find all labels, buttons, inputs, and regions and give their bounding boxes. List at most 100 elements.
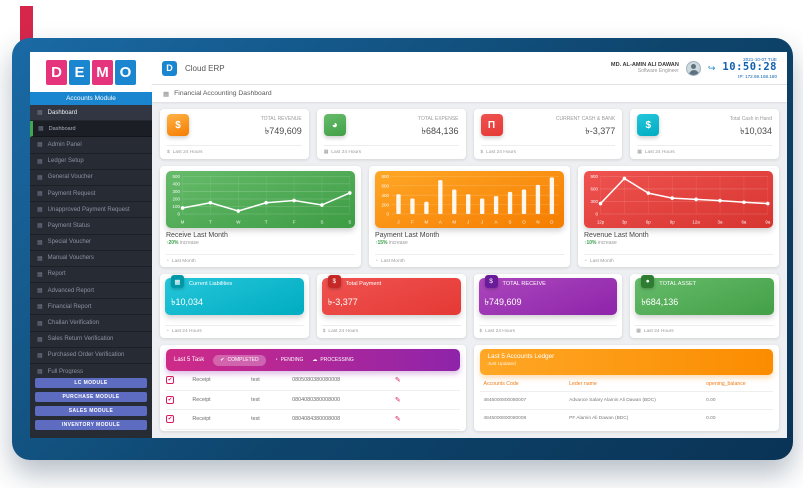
sidebar-item-payment-status[interactable]: ▦ Payment Status [30,218,152,235]
sidebar-item-special-voucher[interactable]: ▦ Special Voucher [30,235,152,251]
stat-value: ৳684,136 [421,125,459,136]
metric-tile: ▦ Current Liabilities ৳10,034 [165,275,304,315]
sidebar-item-full-progress[interactable]: ▦ Full Progress [30,364,152,374]
svg-text:S: S [348,220,351,225]
footer-icon: $ [479,329,483,334]
sidebar-item-dashboard[interactable]: ▦ Dashboard [30,121,152,138]
sidebar-item-advanced-report[interactable]: ▦ Advanced Report [30,283,152,300]
ledger-panel-header: Last 5 Accounts Ledger Just Updated [479,349,773,375]
task-checkbox[interactable]: ✔ [166,395,174,404]
sidebar-item-label: Payment Status [47,222,91,229]
metric-card-total-payment: $ Total Payment ৳-3,377 $ Last 24 Hours [316,274,466,338]
total-receive-icon: $ [484,275,498,288]
edit-pencil-icon[interactable]: ✎ [394,416,401,424]
metric-card-current-liabilities: ▦ Current Liabilities ৳10,034 ◔ Last 24 H… [160,274,309,338]
sidebar-item-dashboard[interactable]: ▦ Dashboard [30,105,152,122]
ledger-row: 4845000800080007 Advance Salary Alamin A… [479,391,773,409]
svg-text:0: 0 [595,212,598,217]
sidebar-item-payment-request[interactable]: ▦ Payment Request [30,186,152,203]
chart-subtitle: ↑20% increase [166,240,199,246]
svg-text:9a: 9a [765,220,770,225]
edit-pencil-icon[interactable]: ✎ [394,377,401,385]
current-cash-bank-icon: Π [480,114,503,136]
task-ref: test [251,377,260,384]
task-tab-processing[interactable]: ☁ PROCESSING [312,357,354,363]
metric-card-total-receive: $ TOTAL RECEIVE ৳749,609 $ Last 24 Hours [473,274,623,338]
ledger-name: PF Alamin Ali Dawan (BDC) [569,416,629,421]
metric-tile: ● TOTAL ASSET ৳684,136 [635,275,774,315]
svg-text:800: 800 [382,174,390,179]
logout-icon[interactable]: ↪ [707,62,716,73]
footer-icon: ▦ [637,150,642,155]
ledger-code: 4845000800080008 [483,416,527,421]
ledger-panel-title: Last 5 Accounts Ledger [487,353,555,360]
chart-card-revenue-last-month: 900 600 300 0 12p 3p 6p 9p 12a 3a 6a 9a Revenue Las… [578,166,779,267]
svg-text:6a: 6a [741,220,746,225]
sidebar-item-purchased-order-verification[interactable]: ▦ Purchased Order Verification [30,348,152,364]
page-title: Financial Accounting Dashboard [174,90,272,97]
task-number: 0804080380008000 [292,396,341,403]
metric-tile: $ Total Payment ৳-3,377 [321,275,461,315]
sidebar-item-admin-panel[interactable]: ▦ Admin Panel [30,137,152,154]
svg-text:J: J [481,220,483,225]
task-number: 0805080380080008 [292,377,341,384]
avatar[interactable] [685,60,701,76]
pending-icon: ◔ [274,357,278,363]
sidebar-item-unapproved-payment-request[interactable]: ▦ Unapproved Payment Request [30,202,152,219]
sidebar-item-financial-report[interactable]: ▦ Financial Report [30,299,152,316]
clock-block: 2021-10-07 TUE 10:50:28 IP: 172.69.168.1… [722,57,777,79]
svg-text:A: A [495,220,498,225]
clock-icon: ◔ [584,258,587,264]
completed-icon: ✔ [220,357,225,363]
ledger-col-opening-balance: opening_balance [706,381,746,387]
module-button-purchase-module[interactable]: PURCHASE MODULE [35,391,147,402]
svg-text:9p: 9p [670,220,675,225]
sidebar-item-label: Dashboard [47,109,78,116]
module-button-inventory-module[interactable]: INVENTORY MODULE [35,419,147,430]
stat-value: ৳10,034 [739,125,772,136]
svg-text:12a: 12a [692,220,700,225]
metric-title: Current Liabilities [189,281,233,287]
edit-pencil-icon[interactable]: ✎ [394,396,401,404]
menu-item-icon: ▦ [37,271,43,278]
stat-footer: $ Last 24 Hours [480,150,517,155]
svg-text:M: M [425,220,429,225]
svg-text:W: W [236,220,241,225]
chart-title: Payment Last Month [375,232,440,239]
task-type: Receipt [192,396,211,403]
task-checkbox[interactable]: ✔ [166,376,174,385]
metric-tile: $ TOTAL RECEIVE ৳749,609 [478,275,618,315]
sidebar-item-manual-vouchers[interactable]: ▦ Manual Vouchers [30,251,152,267]
sidebar-item-general-voucher[interactable]: ▦ General Voucher [30,170,152,186]
svg-text:S: S [320,220,323,225]
task-checkbox[interactable]: ✔ [166,415,174,424]
menu-item-icon: ▦ [37,223,43,230]
sidebar-item-label: Dashboard [48,125,76,132]
metric-value: ৳749,609 [484,297,522,307]
sidebar-item-sales-return-verification[interactable]: ▦ Sales Return Verification [30,332,152,348]
menu-item-icon: ▦ [37,352,43,359]
menu-item-icon: ▦ [37,110,43,117]
module-button-lc-module[interactable]: LC MODULE [35,377,147,388]
footer-icon: ▦ [636,329,641,334]
bar-chart: 800 600 400 200 0 J F M A M J J A S O N D [375,171,564,228]
stat-card-current-cash-bank: Π CURRENT CASH & BANK ৳-3,377 $ Last 24 H… [473,109,623,159]
sidebar-item-challan-verification[interactable]: ▦ Challan Verification [30,315,152,332]
task-tab-pending[interactable]: ◔ PENDING [274,357,304,363]
sidebar-item-report[interactable]: ▦ Report [30,267,152,284]
sidebar-item-label: Special Voucher [47,239,92,246]
task-tab-completed[interactable]: ✔ COMPLETED [213,354,266,366]
module-button-sales-module[interactable]: SALES MODULE [35,405,147,416]
svg-text:600: 600 [591,187,599,192]
menu-item-icon: ▦ [37,191,43,198]
stat-footer: $ Last 24 Hours [167,150,203,155]
metric-title: TOTAL RECEIVE [502,281,546,287]
clock-icon: ◔ [375,258,378,264]
total-cash-in-hand-icon: $ [637,114,660,136]
sidebar-item-ledger-setup[interactable]: ▦ Ledger Setup [30,154,152,170]
stat-card-total-expense: ◕ TOTAL EXPENSE ৳684,136 ▦ Last 24 Hours [316,109,466,159]
stat-label: CURRENT CASH & BANK [555,116,616,122]
clock-time: 10:50:28 [722,61,777,74]
